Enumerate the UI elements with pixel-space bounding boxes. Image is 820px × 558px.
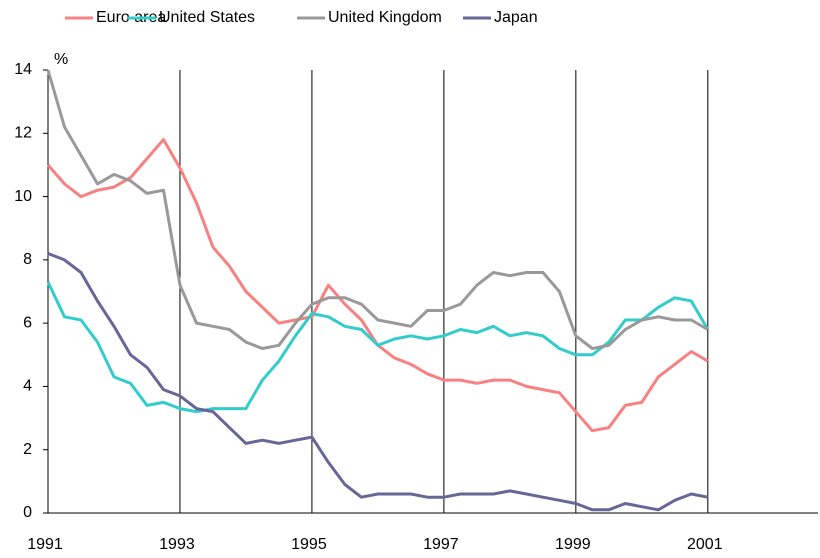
legend-label: United Kingdom [328, 9, 442, 26]
x-tick-label: 2001 [687, 536, 723, 553]
y-tick-label: 12 [14, 125, 32, 142]
y-tick-label: 8 [23, 251, 32, 268]
y-tick-label: 14 [14, 61, 32, 78]
x-tick-label: 1997 [423, 536, 459, 553]
y-axis-label: % [54, 51, 68, 68]
series-line [46, 138, 709, 433]
legend-label: United States [159, 9, 255, 26]
series-line [46, 281, 710, 414]
x-tick-label: 1993 [159, 536, 195, 553]
x-tick-label: 1995 [291, 536, 327, 553]
x-tick-label: 1999 [555, 536, 591, 553]
y-tick-label: 0 [23, 504, 32, 521]
y-tick-label: 6 [23, 314, 32, 331]
y-tick-label: 4 [23, 378, 32, 395]
y-tick-label: 2 [23, 441, 32, 458]
x-tick-label: 1991 [27, 536, 63, 553]
series-line [46, 69, 709, 350]
series-line [47, 252, 709, 512]
y-tick-label: 10 [14, 188, 32, 205]
legend-label: Japan [494, 9, 538, 26]
